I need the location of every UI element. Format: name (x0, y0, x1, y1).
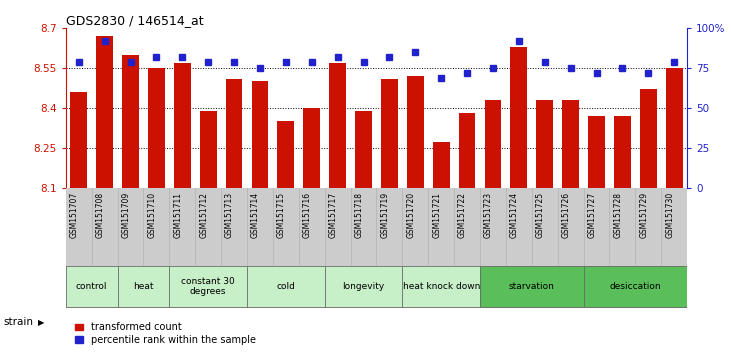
Bar (118, 266, 170, 307)
Text: GSM151718: GSM151718 (355, 192, 363, 238)
Text: GSM151720: GSM151720 (406, 192, 415, 238)
Text: GDS2830 / 146514_at: GDS2830 / 146514_at (66, 14, 203, 27)
Bar (510, 47, 527, 188)
Bar (247, 266, 325, 307)
Bar (200, 111, 216, 188)
Text: GSM151710: GSM151710 (148, 192, 156, 238)
Bar (433, 143, 450, 188)
Text: GSM151723: GSM151723 (484, 192, 493, 238)
Text: starvation: starvation (509, 282, 555, 291)
Text: GSM151730: GSM151730 (665, 192, 674, 238)
Text: cold: cold (276, 282, 295, 291)
Text: GSM151716: GSM151716 (303, 192, 311, 238)
Bar (325, 266, 402, 307)
Text: GSM151713: GSM151713 (225, 192, 234, 238)
Bar (537, 100, 553, 188)
Text: GSM151722: GSM151722 (458, 192, 467, 238)
Text: strain: strain (4, 317, 34, 327)
Text: GSM151727: GSM151727 (588, 192, 596, 238)
Text: ▶: ▶ (38, 318, 45, 327)
Text: GSM151707: GSM151707 (69, 192, 79, 238)
Bar (303, 108, 320, 188)
Bar (588, 116, 605, 188)
Bar (329, 63, 346, 188)
Text: GSM151714: GSM151714 (251, 192, 260, 238)
Bar (148, 68, 164, 188)
Text: GSM151726: GSM151726 (561, 192, 571, 238)
Bar (70, 92, 87, 188)
Bar (583, 266, 687, 307)
Text: GSM151729: GSM151729 (640, 192, 648, 238)
Bar (170, 266, 247, 307)
Text: GSM151711: GSM151711 (173, 192, 182, 238)
Bar (402, 266, 480, 307)
Text: GSM151709: GSM151709 (121, 192, 131, 238)
Bar (640, 90, 656, 188)
Text: GSM151715: GSM151715 (277, 192, 286, 238)
Text: GSM151712: GSM151712 (199, 192, 208, 238)
Bar (666, 68, 683, 188)
Bar (96, 36, 113, 188)
Text: GSM151728: GSM151728 (613, 192, 622, 238)
Bar (407, 76, 424, 188)
Text: desiccation: desiccation (610, 282, 661, 291)
Text: GSM151708: GSM151708 (96, 192, 105, 238)
Bar (226, 79, 243, 188)
Bar (355, 111, 372, 188)
Text: GSM151724: GSM151724 (510, 192, 519, 238)
Bar (122, 55, 139, 188)
Bar (278, 121, 295, 188)
Bar (614, 116, 631, 188)
Text: GSM151719: GSM151719 (380, 192, 390, 238)
Text: heat: heat (133, 282, 154, 291)
Bar (480, 266, 583, 307)
Bar (485, 100, 501, 188)
Legend: transformed count, percentile rank within the sample: transformed count, percentile rank withi… (71, 319, 260, 349)
Text: heat knock down: heat knock down (403, 282, 480, 291)
Text: constant 30
degrees: constant 30 degrees (181, 278, 235, 296)
Bar (381, 79, 398, 188)
Bar (458, 113, 475, 188)
Bar (562, 100, 579, 188)
Text: GSM151725: GSM151725 (536, 192, 545, 238)
Text: GSM151721: GSM151721 (432, 192, 442, 238)
Text: control: control (76, 282, 107, 291)
Text: longevity: longevity (342, 282, 385, 291)
Text: GSM151717: GSM151717 (329, 192, 338, 238)
Bar (174, 63, 191, 188)
Bar (251, 81, 268, 188)
Bar (66, 266, 118, 307)
